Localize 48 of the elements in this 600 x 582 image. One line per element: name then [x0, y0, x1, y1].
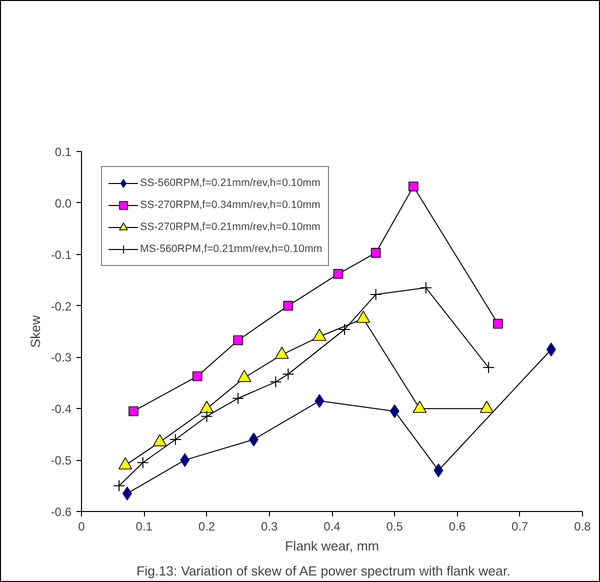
x-tick-label: 0.4 — [324, 520, 341, 534]
legend-label: SS-270RPM,f=0.21mm/rev,h=0.10mm — [140, 220, 320, 234]
point — [270, 376, 282, 388]
point — [420, 282, 432, 294]
point — [482, 362, 495, 374]
x-tick-label: 0.8 — [574, 520, 592, 534]
point — [546, 342, 556, 356]
y-tick-label: -0.4 — [50, 402, 72, 416]
x-tick-label: 0.6 — [448, 520, 466, 534]
point — [180, 453, 190, 467]
point — [192, 371, 202, 382]
point — [370, 288, 382, 300]
y-tick-label: -0.5 — [50, 454, 72, 468]
y-tick-label: -0.6 — [50, 505, 72, 519]
y-tick-label: -0.2 — [50, 299, 72, 314]
x-tick-label: 0.3 — [261, 520, 278, 534]
legend-label: MS-560RPM,f=0.21mm/rev,h=0.10mm — [140, 242, 322, 256]
y-tick-label: 0.0 — [54, 196, 72, 210]
x-tick-label: 0 — [78, 520, 86, 534]
point — [283, 300, 294, 311]
point — [282, 368, 294, 380]
y-tick-label: 0.1 — [54, 145, 72, 159]
point — [338, 323, 351, 336]
y-tick-label: -0.1 — [50, 248, 72, 262]
point — [233, 335, 243, 346]
point — [333, 269, 344, 279]
y-axis-title: Skew — [28, 314, 43, 348]
point — [232, 392, 244, 404]
caption: Fig.13: Variation of skew of AE power spectrum with flank wear. — [136, 564, 510, 578]
point — [113, 480, 126, 492]
point — [122, 486, 132, 500]
point — [200, 410, 213, 422]
point — [169, 434, 182, 446]
legend-label: SS-560RPM,f=0.21mm/rev,h=0.10mm — [140, 176, 320, 190]
legend-label: SS-270RPM,f=0.34mm/rev,h=0.10mm — [140, 198, 320, 212]
point — [314, 394, 324, 408]
point — [136, 456, 149, 469]
x-tick-label: 0.2 — [198, 520, 216, 534]
x-axis-title: Flank wear, mm — [284, 538, 380, 554]
point — [248, 432, 258, 446]
x-tick-label: 0.1 — [136, 520, 153, 534]
point — [128, 406, 138, 416]
point — [408, 182, 418, 192]
y-tick-label: -0.3 — [50, 350, 72, 365]
point — [370, 248, 381, 258]
x-tick-label: 0.7 — [512, 520, 529, 534]
point — [493, 318, 503, 329]
x-tick-label: 0.5 — [386, 520, 404, 534]
